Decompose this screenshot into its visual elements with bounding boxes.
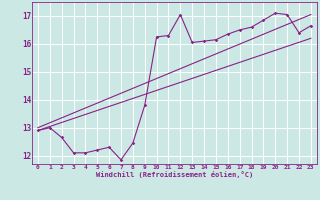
- X-axis label: Windchill (Refroidissement éolien,°C): Windchill (Refroidissement éolien,°C): [96, 171, 253, 178]
